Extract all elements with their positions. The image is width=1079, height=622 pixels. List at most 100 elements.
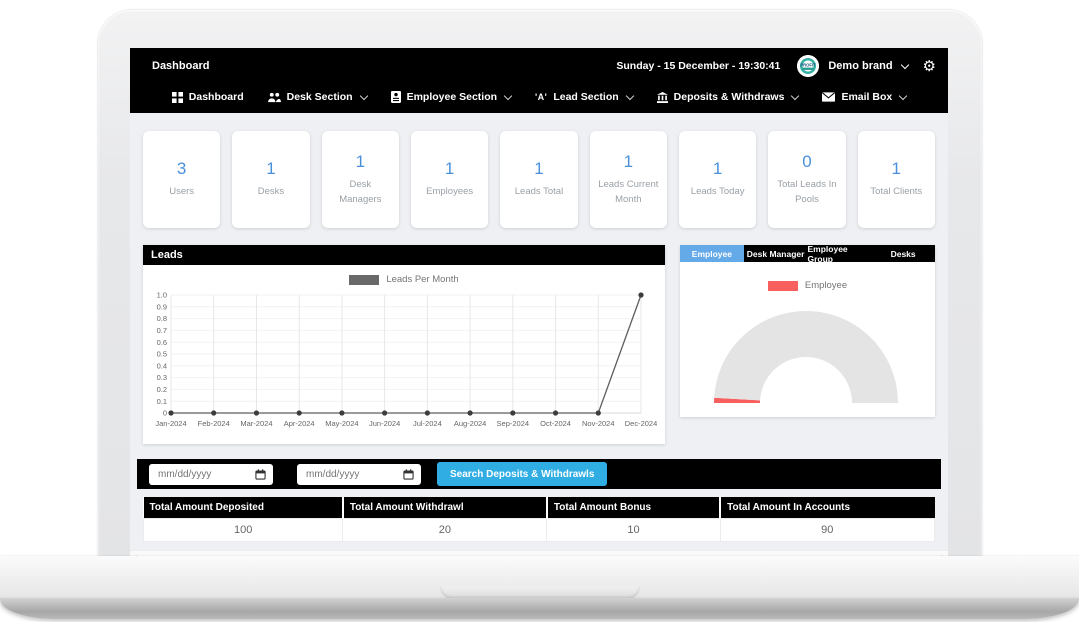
deposits-search-bar: Search Deposits & Withdrawls: [137, 459, 941, 489]
main-navigation: Dashboard Desk Section Employee Section …: [130, 84, 948, 113]
nav-item-lead-section[interactable]: 'A' Lead Section: [535, 91, 634, 103]
leads-legend-swatch: [349, 274, 380, 285]
stat-value: 0: [802, 151, 812, 171]
avatar-logo-text: PROFIT: [801, 62, 817, 67]
tab-desks[interactable]: Desks: [890, 248, 916, 259]
svg-text:Apr-2024: Apr-2024: [284, 419, 315, 428]
gauge-tabs: Employee Desk Manager Employee Group Des…: [680, 243, 935, 264]
bank-icon: [656, 91, 668, 103]
stat-label: Desks: [257, 186, 285, 198]
stat-card-total-clients: 1 Total Clients: [857, 131, 935, 228]
employee-gauge-panel: Employee Desk Manager Employee Group Des…: [680, 243, 935, 417]
cell-total-deposited: 100: [142, 518, 344, 542]
gauge-legend-label: Employee: [804, 280, 848, 291]
svg-text:0.9: 0.9: [157, 302, 167, 311]
stat-label: Leads Total: [514, 186, 564, 198]
stat-value: 1: [891, 159, 902, 179]
totals-table: Total Amount Deposited Total Amount With…: [142, 497, 936, 542]
svg-text:0.4: 0.4: [157, 361, 167, 370]
stat-card-leads-total: 1 Leads Total: [500, 131, 578, 228]
laptop-base-edge: [0, 598, 1079, 619]
stat-label: Employees: [426, 186, 474, 198]
stat-value: 1: [266, 159, 276, 179]
col-total-withdrawl: Total Amount Withdrawl: [342, 497, 548, 519]
date-from-field[interactable]: [149, 463, 273, 485]
stat-label: Users: [169, 186, 195, 198]
stat-card-leads-current-month: 1 Leads Current Month: [589, 131, 667, 228]
leads-legend-label: Leads Per Month: [386, 274, 459, 285]
search-deposits-button[interactable]: Search Deposits & Withdrawls: [437, 462, 608, 486]
stat-label: Leads Today: [690, 186, 745, 198]
tab-employee-group[interactable]: Employee Group: [807, 243, 848, 264]
nav-label: Email Box: [841, 91, 893, 103]
cell-total-withdrawl: 20: [342, 518, 548, 542]
table-row: 100 20 10 90: [142, 518, 936, 542]
chevron-down-icon: [898, 91, 908, 100]
gear-icon[interactable]: ⚙: [922, 57, 936, 75]
date-to-input[interactable]: [304, 467, 382, 481]
svg-text:0.2: 0.2: [157, 385, 167, 394]
date-from-input[interactable]: [156, 467, 234, 481]
svg-text:1.0: 1.0: [157, 291, 167, 300]
team-icon: [267, 92, 281, 102]
stat-card-total-leads-in-pools: 0 Total Leads In Pools: [768, 131, 846, 228]
calendar-icon[interactable]: [255, 468, 266, 480]
nav-item-desk-section[interactable]: Desk Section: [267, 91, 368, 103]
top-header: Dashboard Sunday - 15 December - 19:30:4…: [130, 48, 948, 113]
datetime-text: Sunday - 15 December - 19:30:41: [616, 60, 781, 72]
svg-text:0: 0: [163, 409, 167, 418]
nav-label: Deposits & Withdraws: [673, 91, 785, 103]
svg-text:Jan-2024: Jan-2024: [155, 419, 186, 428]
stats-row: 3 Users 1 Desks 1 Desk Managers 1 Employees …: [130, 113, 948, 228]
chevron-down-icon[interactable]: [900, 60, 909, 69]
avatar[interactable]: PROFIT: [797, 55, 820, 77]
stat-value: 1: [623, 151, 634, 171]
stat-value: 1: [712, 159, 723, 179]
svg-text:0.1: 0.1: [157, 397, 167, 406]
brand-dropdown[interactable]: Demo brand: [828, 60, 893, 72]
tab-desk-manager[interactable]: Desk Manager: [746, 248, 805, 259]
cell-total-in-accounts: 90: [719, 518, 936, 542]
stat-label: Desk Managers: [339, 178, 382, 205]
grid-icon: [171, 91, 183, 103]
email-icon: [822, 92, 836, 102]
chevron-down-icon: [625, 91, 634, 100]
nav-label: Employee Section: [406, 91, 498, 103]
leads-card-title: Leads: [143, 245, 665, 265]
svg-text:Feb-2024: Feb-2024: [198, 419, 230, 428]
svg-text:Nov-2024: Nov-2024: [582, 419, 615, 428]
svg-text:Jun-2024: Jun-2024: [369, 419, 400, 428]
chevron-down-icon: [359, 91, 368, 100]
svg-text:Dec-2024: Dec-2024: [625, 419, 657, 428]
cell-total-bonus: 10: [546, 518, 721, 542]
stat-card-employees: 1 Employees: [410, 131, 489, 228]
nav-item-deposits-withdraws[interactable]: Deposits & Withdraws: [656, 91, 800, 103]
stat-value: 1: [355, 151, 366, 171]
nav-item-email-box[interactable]: Email Box: [822, 91, 908, 103]
nav-label: Desk Section: [286, 91, 353, 103]
leads-chart-card: Leads Leads Per Month 1.0 0.9 0.8 0.7 0.6 0.5…: [143, 245, 665, 444]
svg-text:Aug-2024: Aug-2024: [454, 419, 487, 428]
svg-text:May-2024: May-2024: [325, 419, 358, 428]
svg-text:0.3: 0.3: [157, 373, 167, 382]
chevron-down-icon: [791, 91, 800, 100]
laptop-notch: [440, 586, 640, 599]
stat-card-users: 3 Users: [143, 131, 221, 228]
lead-icon: 'A': [535, 92, 548, 102]
table-header-row: Total Amount Deposited Total Amount With…: [143, 497, 935, 519]
nav-item-employee-section[interactable]: Employee Section: [390, 91, 513, 103]
svg-text:0.6: 0.6: [157, 338, 167, 347]
tab-employee[interactable]: Employee: [680, 245, 744, 262]
dashboard-content: 3 Users 1 Desks 1 Desk Managers 1 Employees …: [130, 113, 948, 560]
nav-item-dashboard[interactable]: Dashboard: [171, 91, 244, 103]
nav-label: Lead Section: [553, 91, 619, 103]
stat-label: Total Leads In Pools: [777, 178, 837, 205]
date-to-field[interactable]: [297, 463, 421, 485]
calendar-icon[interactable]: [403, 468, 414, 480]
svg-text:0.8: 0.8: [157, 314, 167, 323]
svg-text:0.5: 0.5: [157, 350, 167, 359]
svg-text:Sep-2024: Sep-2024: [497, 419, 530, 428]
badge-icon: [390, 91, 401, 103]
svg-text:0.7: 0.7: [157, 326, 167, 335]
col-total-bonus: Total Amount Bonus: [546, 497, 722, 519]
